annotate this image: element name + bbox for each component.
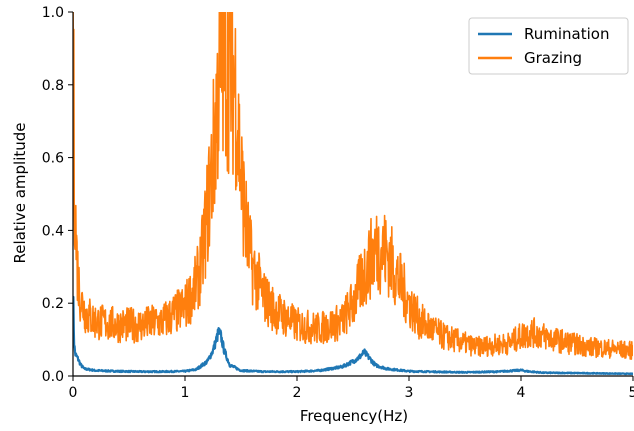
y-tick-label: 0.0 xyxy=(42,369,64,385)
axes-layer xyxy=(72,12,633,377)
y-tick-label: 0.2 xyxy=(42,296,64,312)
series-line-grazing xyxy=(73,12,633,360)
y-axis-label: Relative amplitude xyxy=(11,122,29,263)
series-line-rumination xyxy=(73,295,633,376)
series-layer xyxy=(73,12,633,376)
x-tick-label: 3 xyxy=(405,385,414,401)
y-tick-label: 0.8 xyxy=(42,78,64,94)
legend: Rumination Grazing xyxy=(468,17,629,75)
x-tick-label: 0 xyxy=(69,385,78,401)
y-tick-label: 0.6 xyxy=(42,151,64,167)
legend-label-grazing: Grazing xyxy=(524,49,582,67)
x-tick-label: 5 xyxy=(629,385,634,401)
x-tick-label: 4 xyxy=(517,385,526,401)
ticks-layer: 0 1 2 3 4 5 0.0 0.2 0.4 0.6 0.8 1.0 xyxy=(42,5,634,401)
x-tick-label: 1 xyxy=(181,385,190,401)
x-tick-label: 2 xyxy=(293,385,302,401)
y-tick-label: 0.4 xyxy=(42,223,64,239)
legend-label-rumination: Rumination xyxy=(524,25,609,43)
legend-frame xyxy=(468,17,629,75)
x-axis-label: Frequency(Hz) xyxy=(300,407,408,425)
y-tick-label: 1.0 xyxy=(42,5,64,21)
